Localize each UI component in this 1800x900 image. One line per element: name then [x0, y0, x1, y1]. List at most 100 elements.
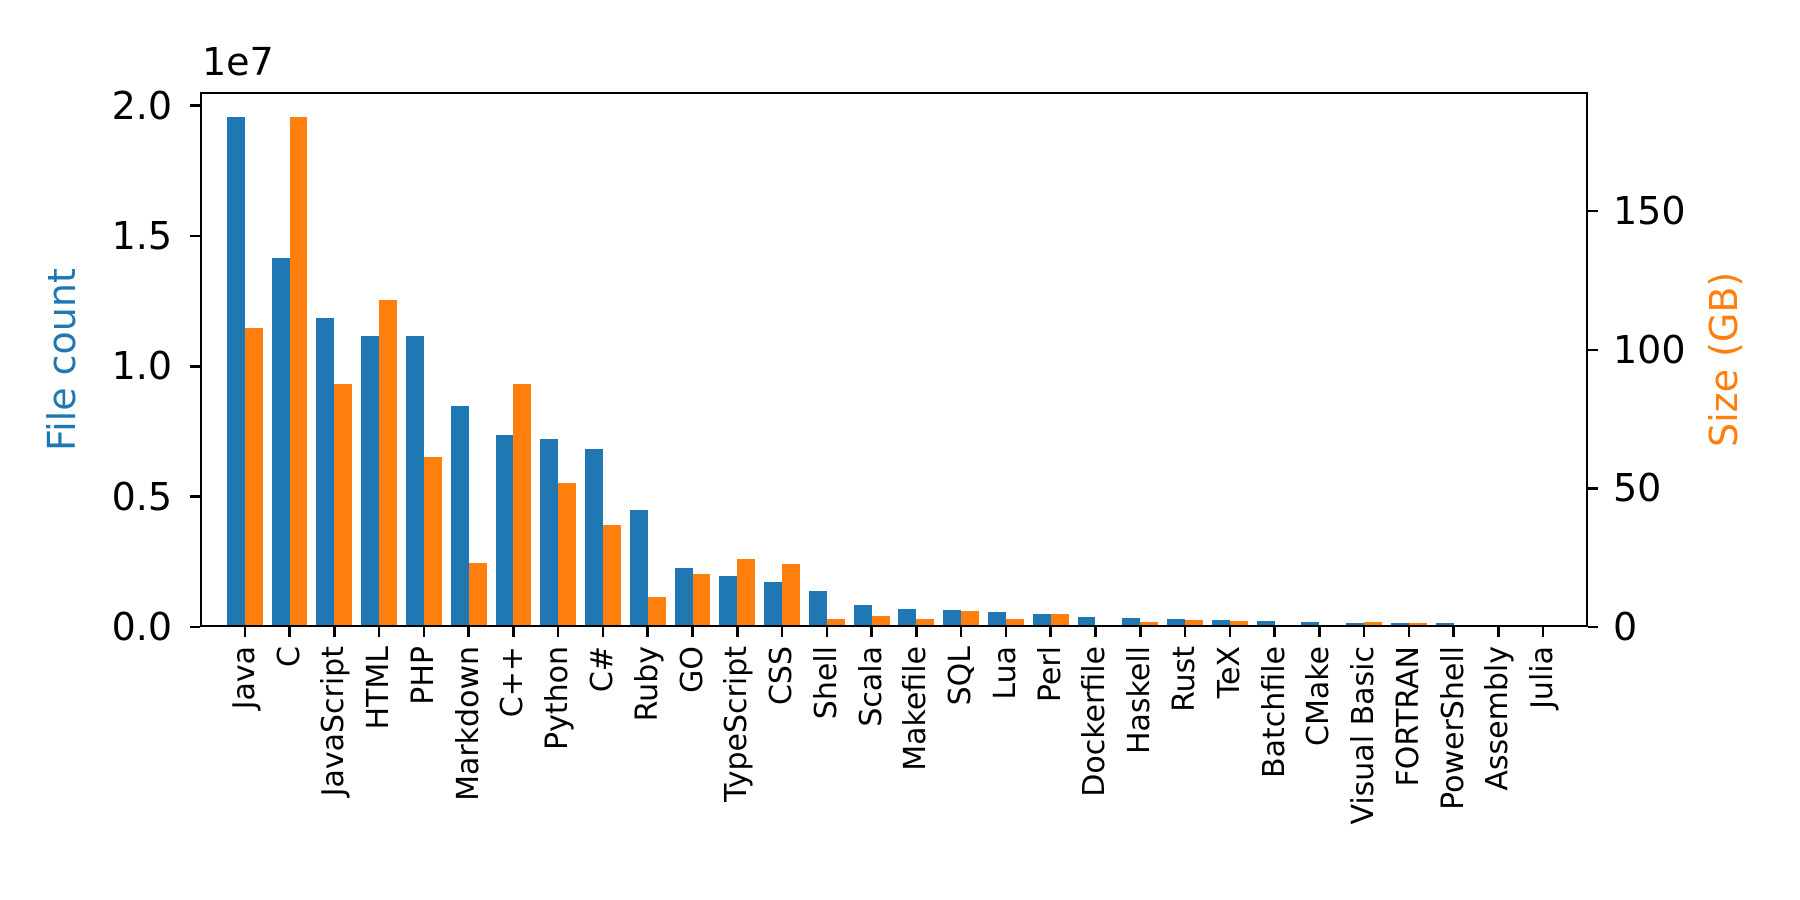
bar-file-count-dockerfile: [1077, 617, 1096, 627]
bar-size-rust: [1185, 619, 1203, 627]
x-tick-label: TypeScript: [719, 646, 755, 802]
x-tick-label: Python: [540, 646, 576, 750]
bar-size-makefile: [916, 618, 935, 627]
bar-file-count-java: [226, 117, 245, 627]
x-tick-mark: [870, 627, 873, 637]
bar-file-count-scala: [853, 605, 872, 627]
left-y-tick-mark: [190, 365, 200, 368]
x-tick-mark: [243, 627, 247, 637]
bar-size-lua: [1005, 619, 1024, 627]
x-tick-label: FORTRAN: [1390, 646, 1426, 787]
left-y-tick-label: 1.0: [111, 344, 172, 389]
bar-file-count-powershell: [1435, 623, 1454, 627]
x-tick-label: SQL: [943, 646, 979, 706]
x-tick-label: PHP: [405, 646, 441, 705]
bar-size-sql: [961, 611, 980, 627]
x-tick-mark: [601, 627, 605, 637]
x-tick-mark: [288, 627, 291, 637]
bar-size-visual-basic: [1364, 621, 1383, 627]
bar-size-perl: [1050, 613, 1069, 627]
right-y-tick-label: 0: [1613, 605, 1638, 649]
bar-size-shell: [826, 618, 845, 627]
left-y-axis-title: File count: [40, 268, 84, 451]
bar-file-count-makefile: [898, 609, 917, 627]
right-y-tick-mark: [1588, 487, 1598, 490]
right-y-tick-label: 150: [1613, 189, 1686, 234]
x-tick-label: CMake: [1301, 646, 1337, 746]
x-tick-mark: [1362, 627, 1366, 637]
x-tick-mark: [1452, 627, 1455, 637]
left-y-tick-mark: [190, 104, 200, 107]
x-tick-label: Haskell: [1122, 646, 1158, 755]
x-tick-label: TeX: [1211, 646, 1247, 699]
right-y-axis-title: Size (GB): [1702, 271, 1746, 448]
x-tick-label: Ruby: [629, 646, 665, 722]
bar-file-count-ruby: [629, 510, 648, 627]
bar-size-html: [379, 299, 397, 627]
bar-file-count-rust: [1167, 618, 1186, 627]
right-y-tick-label: 100: [1613, 327, 1686, 372]
bar-file-count-sql: [943, 609, 962, 627]
bar-size-css: [782, 564, 800, 627]
left-y-tick-mark: [190, 625, 200, 629]
bar-size-c-: [513, 383, 532, 627]
x-tick-mark: [1004, 627, 1008, 637]
bar-size-cmake: [1319, 625, 1338, 627]
x-tick-mark: [556, 627, 560, 637]
bar-size-markdown: [468, 562, 487, 627]
bar-file-count-go: [674, 567, 693, 627]
bar-file-count-c-: [495, 434, 514, 627]
bar-file-count-typescript: [719, 576, 738, 627]
x-tick-label: Lua: [987, 646, 1023, 700]
x-tick-label: Perl: [1032, 646, 1068, 703]
x-tick-label: C++: [495, 646, 531, 718]
x-tick-mark: [1049, 627, 1052, 637]
x-tick-label: Assembly: [1480, 646, 1516, 791]
y-axis-offset-text: 1e7: [202, 40, 274, 84]
bar-file-count-perl: [1032, 614, 1051, 627]
bar-size-go: [692, 573, 711, 627]
bar-file-count-haskell: [1122, 618, 1141, 627]
bar-size-java: [244, 328, 263, 627]
x-tick-label: Markdown: [450, 646, 486, 801]
bar-file-count-markdown: [450, 406, 469, 627]
bar-size-batchfile: [1274, 625, 1293, 627]
x-tick-label: HTML: [361, 646, 397, 730]
x-tick-label: Makefile: [898, 646, 934, 771]
x-tick-mark: [825, 627, 829, 637]
bar-file-count-css: [764, 581, 783, 627]
x-tick-label: Batchfile: [1256, 646, 1292, 778]
x-tick-label: JavaScript: [316, 646, 352, 797]
x-tick-label: Shell: [808, 646, 844, 720]
bar-size-c-: [602, 524, 621, 627]
x-tick-mark: [467, 627, 470, 637]
x-tick-mark: [646, 627, 649, 637]
bar-file-count-php: [405, 335, 424, 627]
bar-file-count-cmake: [1301, 622, 1320, 627]
x-tick-label: Dockerfile: [1077, 646, 1113, 797]
x-tick-mark: [780, 627, 784, 637]
bar-file-count-html: [361, 335, 380, 627]
bar-file-count-javascript: [316, 318, 335, 627]
bar-size-scala: [871, 616, 890, 627]
bar-file-count-tex: [1211, 620, 1230, 627]
x-tick-mark: [1228, 627, 1232, 637]
bar-file-count-julia: [1525, 625, 1544, 627]
left-y-tick-label: 0.0: [111, 605, 172, 649]
bar-file-count-fortran: [1390, 623, 1409, 627]
x-tick-mark: [1407, 627, 1411, 637]
left-y-tick-label: 2.0: [111, 83, 172, 128]
bar-size-php: [423, 456, 442, 627]
bar-size-fortran: [1408, 622, 1427, 627]
x-tick-label: PowerShell: [1435, 646, 1471, 810]
right-y-tick-label: 50: [1613, 466, 1662, 511]
x-tick-mark: [959, 627, 963, 637]
bar-file-count-c-: [585, 449, 603, 627]
x-tick-label: Julia: [1525, 646, 1561, 709]
x-tick-label: Java: [226, 646, 262, 710]
bar-size-julia: [1543, 626, 1562, 627]
bar-file-count-batchfile: [1256, 620, 1275, 627]
bar-size-haskell: [1140, 621, 1159, 627]
x-tick-mark: [1139, 627, 1142, 637]
bar-file-count-c: [271, 258, 290, 627]
